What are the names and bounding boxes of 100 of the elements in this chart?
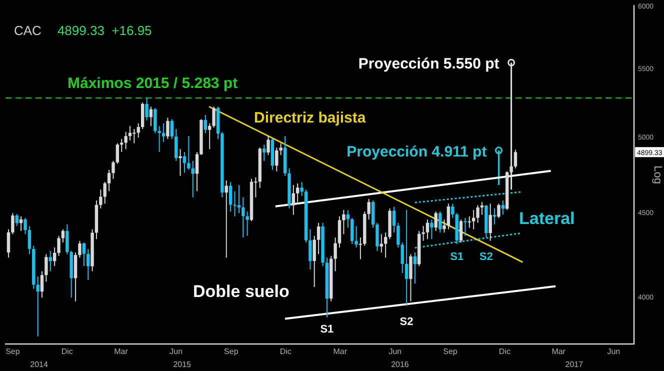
- candlestick: [430, 219, 434, 240]
- candlestick: [422, 226, 425, 242]
- candlestick: [426, 219, 430, 240]
- candlestick: [350, 217, 354, 245]
- candlestick: [154, 108, 157, 134]
- candlestick: [136, 122, 140, 138]
- candlestick: [57, 235, 60, 256]
- x2-tick-label: 2017: [565, 360, 584, 370]
- x-tick-label: Jun: [607, 347, 620, 356]
- series-label: Directriz bajista: [254, 110, 366, 127]
- candlestick: [145, 98, 148, 122]
- x-tick-label: Dic: [280, 347, 292, 356]
- candlestick: [246, 211, 249, 236]
- candlestick: [404, 209, 408, 306]
- candlestick: [409, 254, 412, 302]
- candlestick: [480, 202, 484, 216]
- candlestick: [224, 180, 228, 258]
- candlestick: [438, 211, 442, 234]
- candlestick: [354, 226, 358, 248]
- candlestick: [497, 203, 500, 218]
- x-tick-label: Mar: [333, 347, 348, 356]
- candlestick: [52, 246, 56, 267]
- candlestick: [40, 270, 44, 298]
- text: CAC: [14, 23, 42, 38]
- candlestick: [48, 250, 52, 272]
- ref-line-label: Máximos 2015 / 5.283 pt: [68, 75, 238, 92]
- candlestick: [292, 184, 296, 216]
- annotation: Proyección 5.550 pt: [358, 56, 500, 73]
- x-tick-label: Sep: [224, 347, 239, 356]
- x2-tick-label: 2014: [30, 360, 48, 370]
- candlestick: [275, 147, 278, 172]
- annotation: Doble suelo: [193, 282, 290, 301]
- candlestick: [514, 149, 518, 169]
- candlestick: [400, 242, 404, 274]
- candlestick: [262, 144, 266, 162]
- x-tick-label: Mar: [552, 347, 566, 356]
- candlestick: [99, 189, 102, 209]
- candlestick: [140, 102, 144, 130]
- candlestick: [112, 160, 115, 180]
- annotation: S1: [450, 251, 464, 264]
- candlestick: [166, 117, 170, 140]
- candlestick: [476, 204, 480, 224]
- candlestick: [86, 248, 90, 280]
- candlestick: [472, 209, 476, 230]
- candlestick: [266, 136, 270, 156]
- candlestick: [170, 118, 174, 140]
- x-tick-label: Jun: [170, 347, 183, 356]
- candlestick: [28, 226, 32, 255]
- candlestick: [182, 152, 186, 174]
- candlestick: [178, 148, 182, 176]
- x-tick-label: Sep: [6, 347, 20, 356]
- candlestick: [233, 190, 236, 217]
- candlestick: [442, 219, 446, 234]
- candlestick: [103, 181, 106, 204]
- y-axis-title: Log: [651, 166, 664, 184]
- x2-tick-label: 2016: [391, 360, 410, 370]
- annotation: S1: [320, 323, 334, 336]
- candlestick: [195, 152, 199, 192]
- text: 4899.33 +16.95: [57, 23, 152, 38]
- x2-tick-label: 2015: [173, 360, 192, 370]
- candlestick: [61, 228, 65, 243]
- candlestick: [446, 203, 450, 230]
- candlestick: [384, 232, 388, 258]
- candlestick: [279, 142, 282, 156]
- candlestick: [174, 128, 178, 162]
- candlestick: [358, 236, 362, 260]
- candlestick: [187, 136, 190, 170]
- candlestick: [82, 242, 86, 267]
- candlestick: [451, 203, 454, 218]
- candlestick: [237, 184, 241, 214]
- candlestick: [296, 182, 300, 203]
- candlestick: [338, 216, 342, 248]
- candlestick: [312, 235, 316, 288]
- candlestick: [228, 181, 232, 212]
- candlestick: [464, 217, 467, 236]
- candlestick: [120, 138, 124, 153]
- candlestick: [396, 222, 400, 248]
- annotation: Lateral: [519, 209, 575, 228]
- candlestick: [6, 228, 10, 258]
- candlestick: [44, 254, 48, 282]
- candlestick: [334, 236, 337, 272]
- x-tick-label: Dic: [498, 347, 510, 356]
- candlestick: [212, 106, 216, 128]
- candlestick: [488, 203, 492, 242]
- candlestick: [242, 196, 245, 238]
- candlestick: [342, 209, 346, 235]
- candlestick: [11, 212, 14, 235]
- candlestick: [434, 211, 438, 232]
- candlestick: [15, 213, 18, 227]
- candlestick: [66, 224, 69, 255]
- candlestick: [468, 216, 471, 228]
- candlestick: [116, 142, 120, 164]
- candlestick: [132, 128, 136, 144]
- x-tick-label: Jun: [388, 347, 402, 356]
- candlestick: [376, 222, 379, 252]
- candlestick: [459, 219, 463, 243]
- x-tick-label: Dic: [61, 347, 73, 356]
- candlestick: [107, 169, 111, 192]
- candlestick: [413, 252, 417, 284]
- candlestick: [74, 252, 78, 302]
